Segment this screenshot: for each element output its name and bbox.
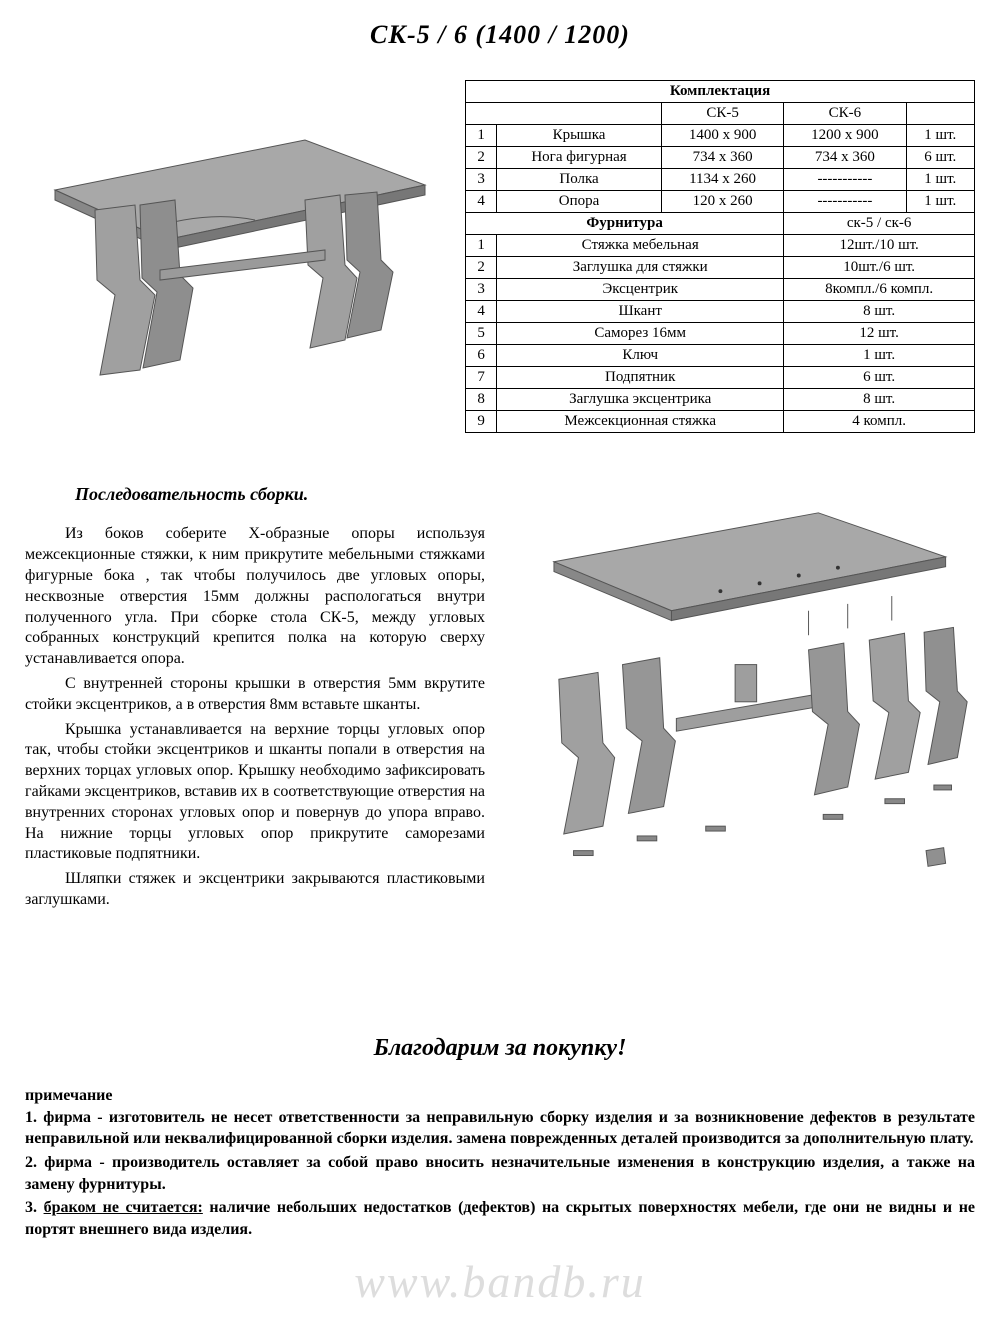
hardware-row: 1Стяжка мебельная12шт./10 шт. (466, 235, 975, 257)
spec-header-sk56: ск-5 / ск-6 (784, 213, 975, 235)
top-section: Комплектация СК-5 СК-6 1Крышка1400 x 900… (25, 80, 975, 433)
note-1: 1. фирма - изготовитель не несет ответст… (25, 1107, 975, 1150)
parts-row: 2Нога фигурная734 x 360734 x 3606 шт. (466, 147, 975, 169)
spec-col-sk5: СК-5 (661, 103, 783, 125)
spec-col-sk6: СК-6 (784, 103, 906, 125)
parts-row: 3Полка1134 x 260-----------1 шт. (466, 169, 975, 191)
note-2: 2. фирма - производитель оставляет за со… (25, 1152, 975, 1195)
assembled-table-illustration (25, 80, 445, 380)
notes-title: примечание (25, 1087, 975, 1105)
page-title: СК-5 / 6 (1400 / 1200) (25, 20, 975, 50)
instructions-title: Последовательность сборки. (25, 483, 485, 506)
hardware-row: 3Эксцентрик8компл./6 компл. (466, 279, 975, 301)
spec-header-furnitura: Фурнитура (466, 213, 784, 235)
note-3: 3. браком не считается: наличие небольши… (25, 1197, 975, 1240)
parts-row: 1Крышка1400 x 9001200 x 9001 шт. (466, 125, 975, 147)
instructions-p2: С внутренней стороны крышки в отверстия … (25, 674, 485, 716)
hardware-row: 7Подпятник6 шт. (466, 367, 975, 389)
middle-section: Последовательность сборки. Из боков собе… (25, 483, 975, 915)
hardware-row: 9Межсекционная стяжка4 компл. (466, 411, 975, 433)
hardware-row: 5Саморез 16мм12 шт. (466, 323, 975, 345)
instructions-p1: Из боков соберите Х-образные опоры испол… (25, 524, 485, 670)
thanks-text: Благодарим за покупку! (25, 1035, 975, 1062)
hardware-row: 2Заглушка для стяжки10шт./6 шт. (466, 257, 975, 279)
spec-table: Комплектация СК-5 СК-6 1Крышка1400 x 900… (465, 80, 975, 433)
spec-header-komplekt: Комплектация (466, 81, 975, 103)
instructions-p4: Шляпки стяжек и эксцентрики закрываются … (25, 869, 485, 911)
hardware-row: 6Ключ1 шт. (466, 345, 975, 367)
instructions-column: Последовательность сборки. Из боков собе… (25, 483, 485, 915)
watermark: www.bandb.ru (25, 1255, 975, 1308)
hardware-row: 4Шкант8 шт. (466, 301, 975, 323)
hardware-row: 8Заглушка эксцентрика8 шт. (466, 389, 975, 411)
notes-block: 1. фирма - изготовитель не несет ответст… (25, 1107, 975, 1241)
instructions-p3: Крышка устанавливается на верхние торцы … (25, 720, 485, 866)
parts-row: 4Опора120 x 260-----------1 шт. (466, 191, 975, 213)
exploded-view-illustration (505, 483, 975, 915)
